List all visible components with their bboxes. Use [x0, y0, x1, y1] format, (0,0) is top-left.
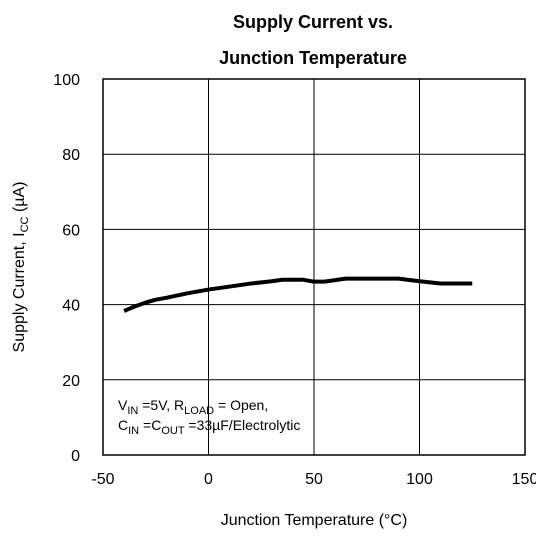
data-line	[123, 276, 473, 313]
text-part: =5V, R	[138, 397, 184, 413]
text-part: Supply Current, I	[11, 232, 28, 352]
text-part: V	[118, 397, 128, 413]
text-part: (µA)	[11, 182, 28, 217]
subscript: IN	[128, 425, 139, 437]
y-tick-label: 40	[62, 298, 80, 315]
y-tick-label: 80	[62, 147, 80, 164]
y-tick-label: 60	[62, 222, 80, 239]
x-axis-label: Junction Temperature (°C)	[221, 512, 408, 529]
text-part: = Open,	[214, 397, 268, 413]
subscript: IN	[127, 405, 138, 417]
chart-title: Junction Temperature	[219, 48, 407, 68]
x-tick-label: 150	[512, 471, 536, 488]
subscript: OUT	[161, 425, 185, 437]
annotation: VIN =5V, RLOAD = Open,	[118, 397, 268, 417]
subscript: CC	[19, 216, 31, 232]
y-tick-label: 100	[53, 72, 80, 89]
x-tick-label: -50	[91, 471, 114, 488]
text-part: C	[118, 417, 128, 433]
x-tick-label: 0	[204, 471, 213, 488]
annotation: CIN =COUT =33µF/Electrolytic	[118, 417, 300, 437]
plot-frame	[102, 78, 526, 456]
subscript: LOAD	[184, 405, 214, 417]
chart-title: Supply Current vs.	[233, 12, 393, 32]
y-tick-label: 20	[62, 373, 80, 390]
y-axis-label: Supply Current, ICC (µA)	[11, 182, 31, 353]
x-tick-label: 50	[305, 471, 323, 488]
text-part: =33µF/Electrolytic	[185, 417, 301, 433]
y-tick-label: 0	[71, 448, 80, 465]
x-tick-label: 100	[406, 471, 433, 488]
text-part: =C	[139, 417, 161, 433]
